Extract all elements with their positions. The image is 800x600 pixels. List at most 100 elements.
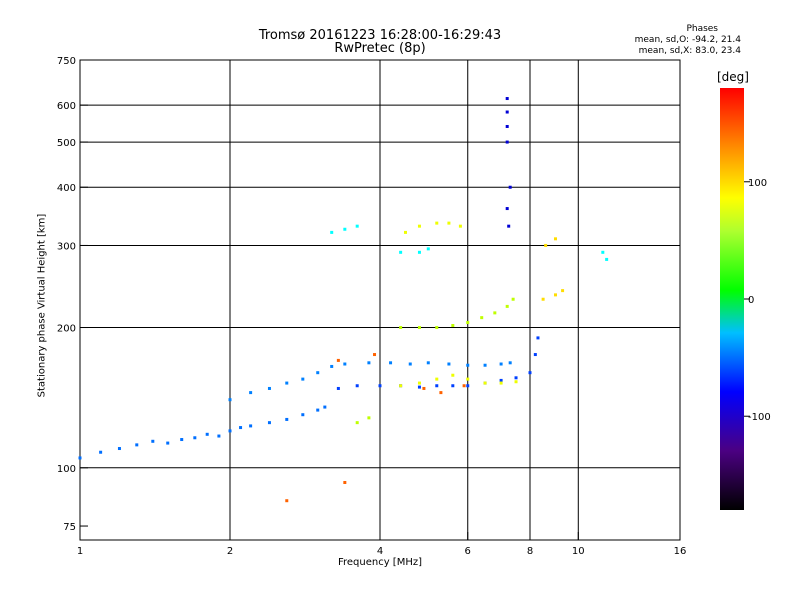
data-point: [330, 230, 334, 234]
data-point: [499, 381, 503, 385]
data-points: [78, 97, 609, 503]
y-tick-label: 500: [57, 138, 76, 149]
data-point: [316, 408, 320, 412]
data-point: [166, 441, 170, 445]
data-point: [447, 221, 451, 225]
data-point: [505, 140, 509, 144]
data-point: [605, 257, 609, 261]
data-point: [117, 447, 121, 451]
data-point: [355, 384, 359, 388]
data-point: [403, 230, 407, 234]
data-point: [553, 237, 557, 241]
colorbar: [720, 88, 744, 510]
data-point: [285, 381, 289, 385]
data-point: [508, 185, 512, 189]
data-point: [426, 247, 430, 251]
data-point: [408, 362, 412, 366]
colorbar-tick-label: 0: [748, 295, 754, 306]
data-point: [505, 124, 509, 128]
y-axis-label: Stationary phase Virtual Height [km]: [36, 213, 48, 398]
chart-subtitle: RwPretec (8p): [334, 41, 426, 56]
data-point: [343, 480, 347, 484]
data-point: [180, 438, 184, 442]
data-point: [378, 384, 382, 388]
data-point: [373, 353, 377, 357]
data-point: [417, 381, 421, 385]
data-point: [239, 426, 243, 430]
data-point: [507, 224, 511, 228]
data-point: [336, 358, 340, 362]
x-tick-label: 6: [465, 546, 471, 557]
data-point: [426, 361, 430, 365]
data-point: [505, 304, 509, 308]
x-tick-label: 4: [377, 546, 383, 557]
data-point: [505, 110, 509, 114]
data-point: [417, 224, 421, 228]
axis-ticks: 1 2 4 6 8 10 16 75 100 200 300 400 500 600 750: [57, 56, 686, 557]
y-tick-label: 100: [57, 464, 76, 475]
data-point: [505, 97, 509, 101]
data-point: [553, 293, 557, 297]
data-point: [343, 227, 347, 231]
data-point: [451, 373, 455, 377]
data-point: [316, 371, 320, 375]
data-point: [389, 361, 393, 365]
data-point: [493, 311, 497, 315]
data-point: [422, 386, 426, 390]
data-point: [601, 250, 605, 254]
phase-stats-o: mean, sd,O: -94.2, 21.4: [634, 35, 741, 45]
data-point: [466, 377, 470, 381]
data-point: [499, 378, 503, 382]
data-point: [417, 250, 421, 254]
data-point: [355, 224, 359, 228]
data-point: [151, 439, 155, 443]
data-point: [336, 386, 340, 390]
data-point: [451, 384, 455, 388]
y-tick-label: 600: [57, 101, 76, 112]
data-point: [508, 361, 512, 365]
data-point: [399, 384, 403, 388]
data-point: [367, 361, 371, 365]
y-tick-label: 75: [63, 522, 76, 533]
data-point: [417, 326, 421, 330]
data-point: [249, 391, 253, 395]
data-point: [514, 376, 518, 380]
data-point: [466, 384, 470, 388]
data-point: [435, 326, 439, 330]
y-tick-label: 400: [57, 183, 76, 194]
data-point: [451, 324, 455, 328]
data-point: [399, 326, 403, 330]
data-point: [193, 436, 197, 440]
data-point: [330, 364, 334, 368]
data-point: [458, 224, 462, 228]
data-point: [533, 353, 537, 357]
data-point: [544, 243, 548, 247]
data-point: [323, 405, 327, 409]
grid-lines: [80, 60, 680, 540]
data-point: [462, 384, 466, 388]
data-point: [435, 377, 439, 381]
data-point: [435, 221, 439, 225]
data-point: [355, 421, 359, 425]
data-point: [483, 381, 487, 385]
y-tick-label: 300: [57, 241, 76, 252]
data-point: [514, 380, 518, 384]
data-point: [228, 429, 232, 433]
data-point: [447, 362, 451, 366]
data-point: [541, 297, 545, 301]
colorbar-tick-label: 100: [748, 178, 767, 189]
data-point: [417, 385, 421, 389]
data-point: [205, 432, 209, 436]
x-tick-label: 8: [527, 546, 533, 557]
data-point: [249, 424, 253, 428]
data-point: [466, 321, 470, 325]
data-point: [135, 443, 139, 447]
phase-stats-x: mean, sd,X: 83.0, 23.4: [638, 46, 741, 56]
data-point: [267, 386, 271, 390]
data-point: [343, 362, 347, 366]
x-axis-label: Frequency [MHz]: [337, 557, 423, 568]
data-point: [99, 450, 103, 454]
data-point: [285, 499, 289, 503]
colorbar-label: [deg]: [717, 70, 749, 84]
